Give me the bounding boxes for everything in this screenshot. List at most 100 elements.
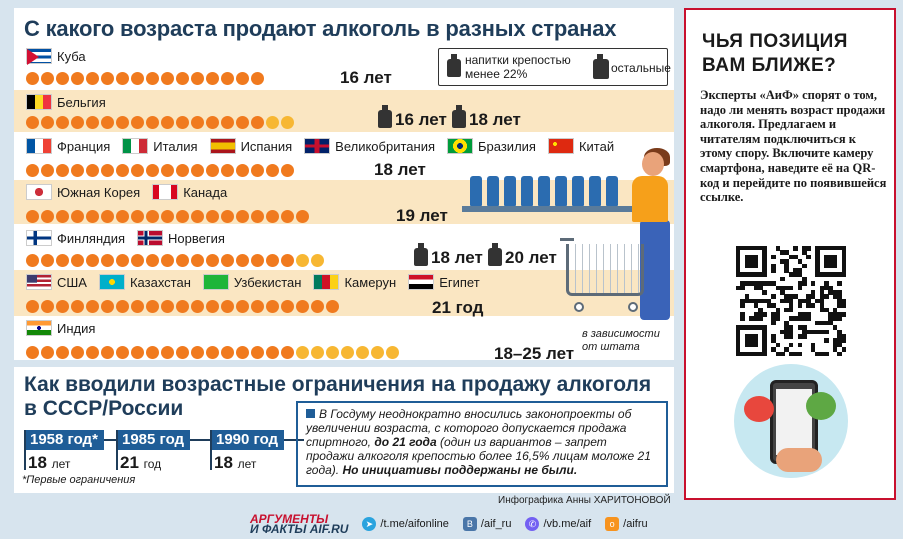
telegram-link[interactable]: ➤/t.me/aifonline	[362, 516, 449, 531]
qr-module	[806, 298, 812, 304]
strong-bottle-icon	[452, 105, 466, 128]
age-dot	[296, 254, 309, 267]
age-dot	[266, 346, 279, 359]
age-dot	[206, 300, 219, 313]
qr-module	[784, 250, 790, 256]
age-dot	[191, 300, 204, 313]
state-note: в зависимости от штата	[582, 328, 660, 353]
age-dot	[41, 164, 54, 177]
egypt-flag-icon	[408, 274, 435, 290]
qr-module	[749, 298, 754, 304]
qr-module	[758, 312, 763, 317]
shopping-cart-icon	[566, 244, 644, 296]
qr-finder	[824, 254, 838, 268]
cart-wheel	[574, 302, 584, 312]
qr-module	[824, 281, 829, 286]
age-dot	[146, 346, 159, 359]
qr-module	[841, 347, 847, 352]
shelf-bottle-icon	[555, 176, 567, 206]
thumbs-down-icon	[744, 396, 774, 422]
ussr-panel: Как вводили возрастные ограничения на пр…	[14, 367, 674, 493]
age-dot	[281, 164, 294, 177]
qr-module	[802, 325, 807, 330]
age-dot	[161, 116, 174, 129]
country-uzbekistan: Узбекистан	[202, 274, 301, 290]
qr-module	[784, 325, 790, 330]
qr-module	[837, 281, 842, 286]
age-dot	[221, 346, 234, 359]
age-dot	[221, 210, 234, 223]
row-nordic: Финляндия Норвегия 18 лет 20 лет	[14, 226, 674, 270]
cuba-flag-icon	[26, 48, 52, 65]
country-egypt: Египет	[408, 274, 480, 290]
age-dot	[326, 300, 339, 313]
info-bold-1: до 21 года	[374, 435, 437, 449]
qr-module	[744, 294, 750, 300]
qr-module	[837, 316, 842, 322]
age-dot	[131, 210, 144, 223]
qr-module	[841, 312, 847, 317]
age-dot	[206, 164, 219, 177]
age-label-weak: 18 лет	[414, 243, 483, 268]
viber-link[interactable]: ✆/vb.me/aif	[525, 516, 591, 531]
age-dot	[191, 254, 204, 267]
ok-link[interactable]: о/aifru	[605, 516, 648, 531]
age-dot	[266, 210, 279, 223]
age-dot	[191, 116, 204, 129]
qr-module	[797, 316, 803, 322]
weak-bottle-icon	[378, 105, 392, 128]
age-dot	[131, 164, 144, 177]
qr-module	[740, 312, 746, 317]
age-dot	[86, 116, 99, 129]
age-dot	[146, 72, 159, 85]
shelf-bottle-icon	[521, 176, 533, 206]
country-cuba: Куба	[26, 48, 86, 65]
odnoklassniki-icon: о	[605, 516, 620, 531]
age-dot	[266, 116, 279, 129]
qr-module	[828, 320, 834, 326]
qr-module	[788, 329, 794, 335]
qr-module	[819, 307, 825, 313]
qr-module	[788, 334, 794, 339]
age-label: 18 лет	[374, 160, 426, 179]
age-dot	[296, 210, 309, 223]
italy-flag-icon	[122, 138, 149, 154]
country-brazil: Бразилия	[447, 138, 536, 154]
qr-module	[753, 312, 759, 317]
country-china: Китай	[547, 138, 614, 154]
age-dot	[266, 164, 279, 177]
qr-module	[766, 281, 772, 286]
timeline-age: 18 лет	[28, 453, 71, 472]
country-name: Куба	[57, 48, 86, 64]
qr-module	[784, 307, 790, 313]
age-dot	[296, 346, 309, 359]
age-dot	[71, 164, 84, 177]
qr-module	[828, 312, 834, 317]
age-dot	[176, 116, 189, 129]
cart-wheel	[628, 302, 638, 312]
aif-logo[interactable]: АРГУМЕНТЫ И ФАКТЫ AIF.RU	[250, 511, 349, 536]
age-dots	[26, 210, 309, 223]
qr-module	[806, 294, 812, 300]
age-dot	[101, 72, 114, 85]
qr-module	[758, 281, 763, 286]
age-dot	[176, 210, 189, 223]
age-dot	[116, 116, 129, 129]
qr-module	[819, 290, 825, 295]
qr-code[interactable]	[736, 246, 847, 357]
india-flag-icon	[26, 320, 52, 336]
qr-module	[793, 246, 798, 251]
age-dot	[101, 300, 114, 313]
country-france: Франция	[26, 138, 110, 154]
qr-module	[740, 285, 746, 291]
info-text-1: В Госдуму неоднократно вносились законоп…	[306, 407, 632, 449]
vk-link[interactable]: В/aif_ru	[462, 516, 511, 531]
age-dot	[206, 72, 219, 85]
footnote: *Первые ограничения	[22, 474, 136, 486]
age-dot	[251, 116, 264, 129]
qr-module	[793, 351, 798, 357]
qr-module	[775, 316, 781, 322]
country-india: Индия	[26, 320, 95, 336]
qr-module	[780, 351, 785, 357]
age-dot	[56, 300, 69, 313]
